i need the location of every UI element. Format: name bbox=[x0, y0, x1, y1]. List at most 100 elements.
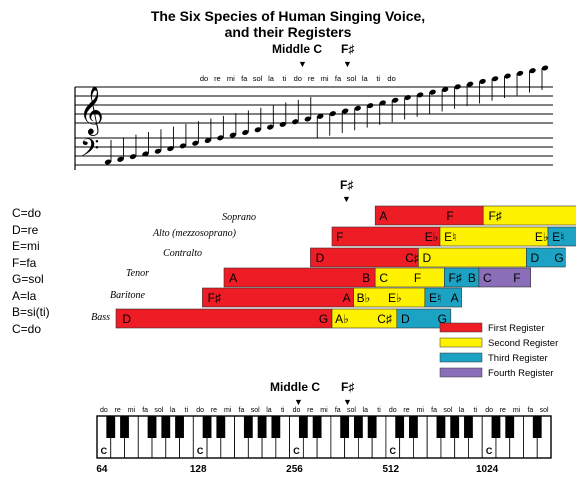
staff-note bbox=[479, 78, 486, 84]
key-c-label: C bbox=[390, 446, 397, 456]
staff-note bbox=[466, 81, 474, 87]
register-segment-third bbox=[396, 308, 452, 329]
keyboard-solfege-syllable: mi bbox=[128, 407, 136, 414]
solfege-syllable: do bbox=[294, 74, 302, 83]
register-segment-fourth bbox=[478, 267, 532, 288]
black-key bbox=[271, 416, 281, 438]
register-note-label: B♭ bbox=[357, 291, 371, 305]
solfege-syllable: do bbox=[200, 74, 208, 83]
legend-swatch-first bbox=[439, 322, 483, 333]
register-note-label: A bbox=[379, 209, 387, 223]
solfege-syllable: sol bbox=[347, 74, 357, 83]
legend-swatch-second bbox=[439, 337, 483, 348]
staff-note bbox=[516, 70, 524, 76]
note-key-item: B=si(ti) bbox=[12, 305, 50, 319]
grand-staff: do re mi fa sol la ti do re mi fa sol la ti do 𝄞 𝄢 bbox=[74, 65, 553, 170]
register-note-label: D bbox=[122, 312, 131, 326]
black-key bbox=[161, 416, 171, 438]
key-c-label: C bbox=[293, 446, 300, 456]
staff-note bbox=[317, 113, 324, 119]
staff-note bbox=[142, 151, 149, 157]
staff-note bbox=[404, 95, 411, 101]
register-note-label: G bbox=[438, 312, 447, 326]
keyboard-solfege-syllable: ti bbox=[377, 407, 381, 414]
staff-note bbox=[454, 84, 461, 90]
keyboard-solfege-syllable: sol bbox=[251, 407, 260, 414]
solfege-syllable: re bbox=[214, 74, 221, 83]
register-bars: AFF♯FF♯BCFE♭E♮E♭E♮AB♭DC♯DDGABCFF♯BCFF♯AB… bbox=[115, 205, 576, 329]
frequency-label: 1024 bbox=[476, 464, 499, 475]
black-key bbox=[257, 416, 267, 438]
solfege-syllable: la bbox=[268, 74, 275, 83]
black-key bbox=[450, 416, 460, 438]
note-key-item: G=sol bbox=[12, 272, 44, 286]
black-key bbox=[298, 416, 308, 438]
keyboard-solfege-row: do re mi fa sol la ti do re mi fa sol la ti do re mi fa so… bbox=[100, 407, 549, 414]
keyboard-solfege-syllable: do bbox=[293, 407, 301, 414]
solfege-row-top: do re mi fa sol la ti do re mi fa sol la ti do bbox=[200, 74, 396, 83]
keyboard-solfege-syllable: fa bbox=[527, 407, 533, 414]
title-line-2: and their Registers bbox=[224, 24, 352, 40]
keyboard-solfege-syllable: re bbox=[211, 407, 217, 414]
staff-notes bbox=[104, 65, 549, 165]
keyboard-solfege-syllable: mi bbox=[417, 407, 425, 414]
register-segment-first bbox=[310, 247, 419, 268]
register-note-label: C bbox=[379, 271, 388, 285]
frequency-label: 128 bbox=[190, 464, 207, 475]
bass-clef-icon: 𝄢 bbox=[80, 135, 99, 168]
frequency-label: 256 bbox=[286, 464, 303, 475]
staff-note bbox=[104, 159, 112, 165]
staff-note bbox=[342, 108, 349, 114]
keyboard-solfege-syllable: do bbox=[100, 407, 108, 414]
black-key bbox=[409, 416, 418, 438]
black-key bbox=[243, 416, 253, 438]
keyboard-solfege-syllable: re bbox=[307, 407, 313, 414]
register-note-label: E♭ bbox=[535, 230, 549, 244]
register-note-label: F bbox=[513, 271, 520, 285]
keyboard-solfege-syllable: la bbox=[363, 407, 369, 414]
keyboard-solfege-syllable: sol bbox=[154, 407, 163, 414]
register-note-label: A♭ bbox=[335, 312, 349, 326]
treble-clef-icon: 𝄞 bbox=[79, 86, 104, 136]
keyboard-middle-c-arrow-icon: ▼ bbox=[294, 397, 303, 407]
register-segment-second bbox=[482, 205, 576, 226]
black-key bbox=[312, 416, 322, 438]
solfege-syllable: re bbox=[308, 74, 315, 83]
register-note-label: F bbox=[446, 209, 453, 223]
note-key-item: C=do bbox=[12, 206, 42, 220]
black-key bbox=[147, 416, 157, 438]
register-range-chart: AFF♯FF♯BCFE♭E♮E♭E♮AB♭DC♯DDGABCFF♯BCFF♯AB… bbox=[115, 205, 576, 329]
staff-note bbox=[504, 73, 511, 79]
register-note-label: E♮ bbox=[444, 230, 456, 244]
voice-label-alto: Alto (mezzosoprano) bbox=[152, 228, 236, 239]
register-note-label: G bbox=[554, 251, 563, 265]
note-key-item: C=do bbox=[12, 321, 42, 336]
register-note-label: D bbox=[316, 251, 325, 265]
keyboard-solfege-syllable: do bbox=[196, 407, 204, 414]
note-key-item: A=la bbox=[12, 288, 37, 303]
register-note-label: A bbox=[229, 271, 237, 285]
keyboard-solfege-syllable: ti bbox=[281, 407, 285, 414]
staff-note bbox=[254, 127, 262, 133]
middle-c-arrow-icon: ▼ bbox=[298, 59, 307, 69]
note-key-item: E=mi bbox=[12, 239, 40, 253]
staff-note bbox=[379, 100, 386, 106]
register-note-label: D bbox=[423, 251, 432, 265]
register-note-label: E♮ bbox=[429, 291, 441, 305]
staff-note bbox=[354, 105, 361, 111]
register-note-label: C♯ bbox=[405, 251, 420, 265]
f-sharp-arrow-icon: ▼ bbox=[343, 59, 352, 69]
black-key bbox=[367, 416, 377, 438]
legend-swatch-fourth bbox=[439, 367, 483, 378]
black-key bbox=[340, 416, 350, 438]
staff-note bbox=[529, 68, 536, 74]
staff-note bbox=[329, 111, 336, 117]
middle-c-marker-label: Middle C bbox=[272, 42, 322, 56]
keyboard-solfege-syllable: la bbox=[266, 407, 272, 414]
keyboard-solfege-syllable: re bbox=[115, 407, 121, 414]
black-key bbox=[532, 416, 542, 438]
staff-note bbox=[192, 140, 199, 146]
key-c-label: C bbox=[101, 446, 108, 456]
black-key bbox=[464, 416, 473, 438]
